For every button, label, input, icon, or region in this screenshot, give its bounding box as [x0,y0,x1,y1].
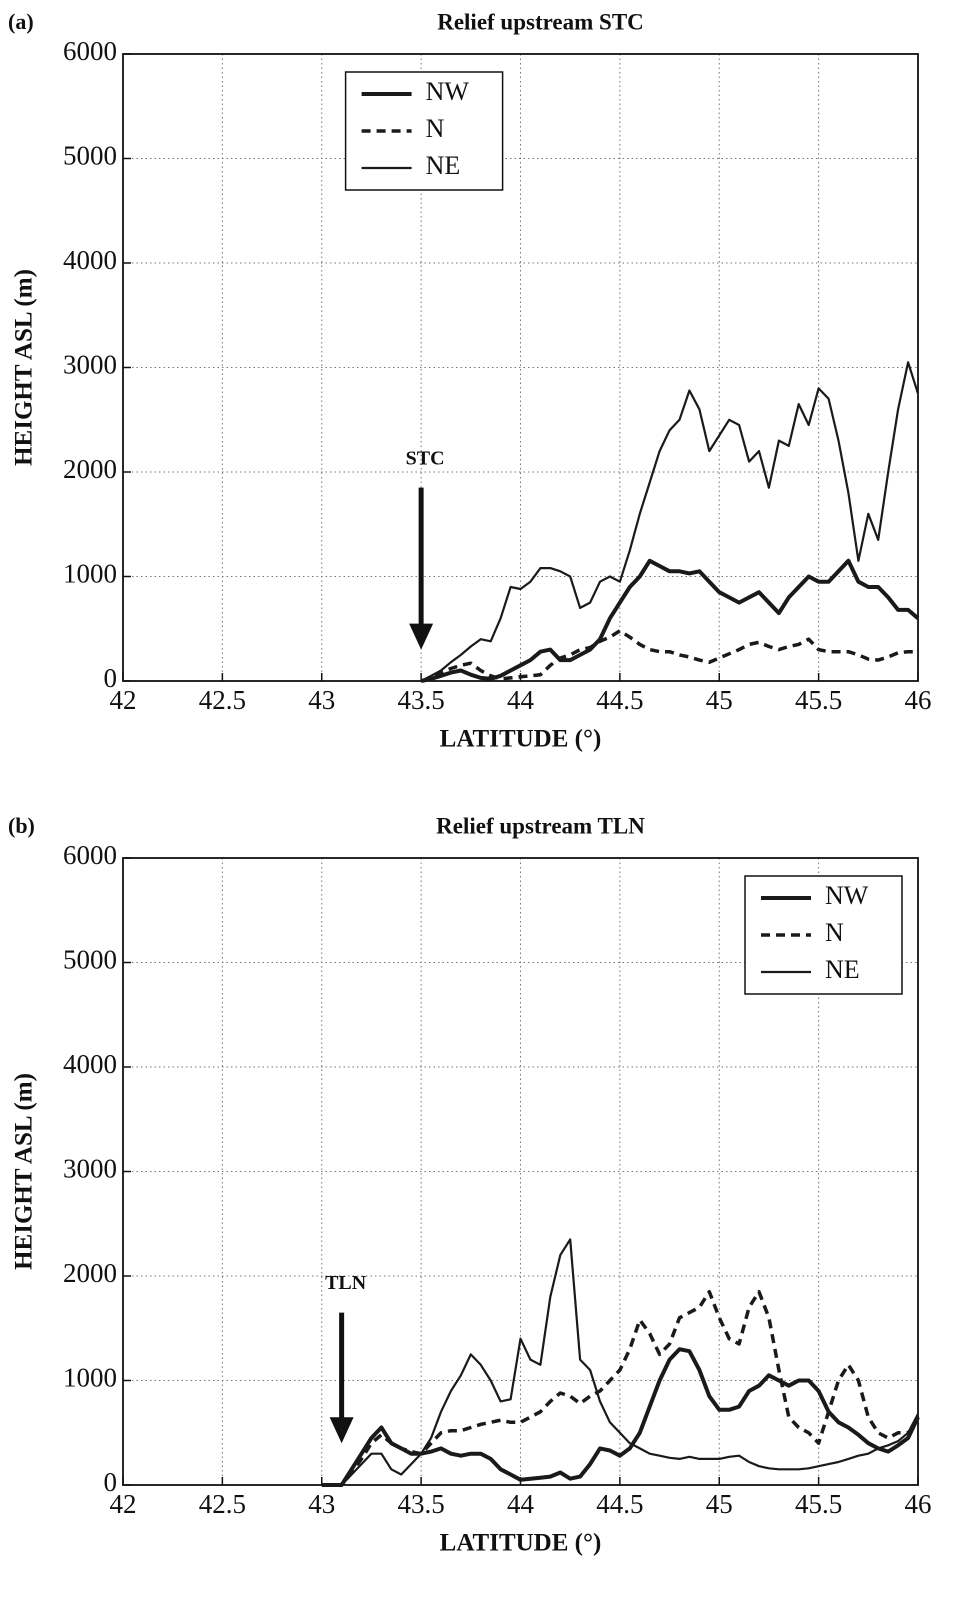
y-tick-label: 6000 [63,36,117,66]
y-tick-label: 5000 [63,141,117,171]
x-tick-label: 42 [110,685,137,715]
x-tick-label: 44 [507,1489,535,1519]
series-line [321,1289,920,1487]
y-tick-label: 3000 [63,1154,117,1184]
legend-label: N [825,918,844,947]
x-tick-label: 46 [905,1489,932,1519]
y-tick-label: 1000 [63,559,117,589]
x-tick-label: 45 [706,685,733,715]
x-tick-label: 44 [507,685,535,715]
axes-frame [122,53,919,682]
y-axis-label: HEIGHT ASL (m) [11,269,38,466]
legend-label: NE [426,151,461,180]
legend-label: NW [426,77,470,106]
y-tick-label: 4000 [63,245,117,275]
legend-label: NW [825,881,869,910]
y-tick-label: 3000 [63,350,117,380]
series-line [321,1238,919,1487]
x-tick-label: 42 [110,1489,137,1519]
legend-label: N [426,114,445,143]
axes-frame [122,857,919,1486]
arrow-head [409,623,434,650]
annotation-label: TLN [325,1272,367,1294]
legend-label: NE [825,955,860,984]
x-tick-label: 43.5 [398,1489,445,1519]
chart-title: Relief upstream STC [437,9,644,34]
y-tick-label: 0 [104,663,118,693]
x-tick-label: 43.5 [398,685,445,715]
y-tick-label: 2000 [63,454,117,484]
y-tick-label: 6000 [63,840,117,870]
x-tick-label: 46 [905,685,932,715]
x-tick-label: 42.5 [199,1489,246,1519]
series-line [420,558,920,683]
legend-box [744,875,903,995]
y-axis-label: HEIGHT ASL (m) [11,1073,38,1270]
x-tick-label: 44.5 [596,685,643,715]
x-tick-label: 45.5 [795,1489,842,1519]
arrow-head [329,1417,354,1444]
x-tick-label: 43 [308,1489,335,1519]
x-tick-label: 42.5 [199,685,246,715]
chart-title: Relief upstream TLN [436,813,645,838]
x-tick-label: 45 [706,1489,733,1519]
annotation-label: STC [406,447,445,469]
series-line [420,629,918,683]
legend-box [344,71,504,191]
x-tick-label: 45.5 [795,685,842,715]
y-tick-label: 0 [104,1467,118,1497]
y-tick-label: 5000 [63,945,117,975]
y-tick-label: 1000 [63,1363,117,1393]
x-tick-label: 43 [308,685,335,715]
y-tick-label: 2000 [63,1258,117,1288]
series-line [420,361,920,682]
panel-label: (a) [8,9,34,34]
x-axis-label: LATITUDE (°) [440,1530,602,1557]
x-axis-label: LATITUDE (°) [440,726,602,753]
panel-label: (b) [8,813,35,838]
y-tick-label: 4000 [63,1049,117,1079]
x-tick-label: 44.5 [596,1489,643,1519]
